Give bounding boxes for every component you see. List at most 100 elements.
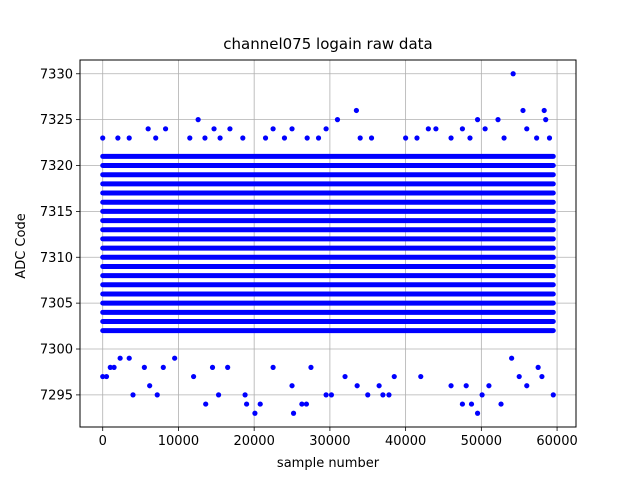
data-point xyxy=(117,355,123,361)
data-point xyxy=(215,392,222,398)
data-point xyxy=(539,373,545,380)
data-point xyxy=(534,135,540,141)
data-point xyxy=(281,135,288,141)
data-point xyxy=(425,126,431,132)
data-point xyxy=(160,364,166,370)
data-point xyxy=(479,392,485,398)
x-tick-label: 50000 xyxy=(461,434,502,449)
data-point xyxy=(270,364,276,370)
data-point xyxy=(209,364,216,370)
data-point xyxy=(543,117,549,123)
x-tick-label: 40000 xyxy=(385,434,426,449)
data-point xyxy=(100,373,106,380)
data-point xyxy=(467,135,473,141)
data-point xyxy=(334,117,341,123)
data-point xyxy=(546,135,553,141)
y-tick-label: 7325 xyxy=(40,113,73,128)
data-point xyxy=(535,364,541,370)
data-point xyxy=(190,373,197,380)
y-tick-label: 7305 xyxy=(40,297,73,312)
data-point xyxy=(162,126,169,132)
data-point xyxy=(154,392,160,398)
data-point xyxy=(323,126,329,132)
data-point xyxy=(510,71,516,77)
data-point xyxy=(126,135,132,141)
data-point xyxy=(202,135,208,141)
data-point xyxy=(145,126,151,132)
data-point xyxy=(550,392,556,398)
data-point xyxy=(270,126,276,132)
data-point xyxy=(242,392,248,398)
data-point xyxy=(418,373,424,380)
data-point xyxy=(468,401,475,407)
data-point xyxy=(217,135,223,141)
y-tick-label: 7330 xyxy=(40,67,73,82)
data-point xyxy=(541,107,547,114)
data-point xyxy=(147,383,153,389)
x-axis-ticks: 0 10000 20000 30000 40000 50000 60000 xyxy=(99,427,578,449)
y-axis-label: ADC Code xyxy=(14,213,29,278)
data-point xyxy=(459,401,466,407)
data-point xyxy=(376,383,382,389)
data-point xyxy=(203,401,209,407)
data-point xyxy=(303,401,310,407)
data-point xyxy=(252,410,258,416)
data-point xyxy=(448,383,454,389)
data-point xyxy=(153,135,159,141)
data-point xyxy=(289,383,295,389)
y-tick-label: 7300 xyxy=(40,343,73,358)
data-point xyxy=(520,107,526,114)
data-point xyxy=(187,135,193,141)
data-point xyxy=(323,392,329,398)
data-point xyxy=(289,126,295,132)
plot-frame xyxy=(79,59,577,428)
data-point xyxy=(403,135,409,141)
data-point xyxy=(103,373,110,380)
data-point xyxy=(482,126,488,132)
data-point xyxy=(498,401,504,407)
data-point xyxy=(368,135,375,141)
chart-title: channel075 logain raw data xyxy=(223,35,432,53)
plot-area: 0 10000 20000 30000 40000 50000 60000 7295 7300… xyxy=(40,59,578,449)
data-point xyxy=(524,383,530,389)
data-point xyxy=(391,373,397,380)
data-point xyxy=(516,373,522,380)
data-point xyxy=(172,355,178,361)
x-tick-label: 0 xyxy=(99,434,107,449)
data-point xyxy=(353,107,359,114)
data-point xyxy=(414,135,420,141)
data-point xyxy=(448,135,454,141)
data-point xyxy=(126,355,132,361)
data-point xyxy=(257,401,263,407)
data-point xyxy=(328,392,335,398)
y-tick-label: 7295 xyxy=(40,388,73,403)
data-points xyxy=(100,71,556,416)
data-point xyxy=(111,364,117,370)
data-point xyxy=(354,383,360,389)
data-point xyxy=(141,364,147,370)
data-point xyxy=(227,126,233,132)
data-point xyxy=(195,117,201,123)
data-point xyxy=(225,364,231,370)
data-point xyxy=(240,135,246,141)
data-point xyxy=(357,135,363,141)
data-point xyxy=(100,135,106,141)
x-tick-label: 60000 xyxy=(536,434,577,449)
data-point xyxy=(509,355,515,361)
data-point xyxy=(501,135,507,141)
x-tick-label: 20000 xyxy=(233,434,274,449)
y-axis-ticks: 7295 7300 7305 7310 7315 7320 7325 7330 xyxy=(40,67,80,403)
data-point xyxy=(459,126,466,132)
y-tick-label: 7310 xyxy=(40,251,73,266)
data-point xyxy=(486,383,492,389)
y-tick-label: 7320 xyxy=(40,159,73,174)
x-tick-label: 30000 xyxy=(309,434,350,449)
data-point xyxy=(386,392,392,398)
data-point xyxy=(315,135,322,141)
data-point xyxy=(299,401,305,407)
data-point xyxy=(365,392,371,398)
data-point xyxy=(474,117,481,123)
data-point xyxy=(243,401,250,407)
y-tick-label: 7315 xyxy=(40,205,73,220)
